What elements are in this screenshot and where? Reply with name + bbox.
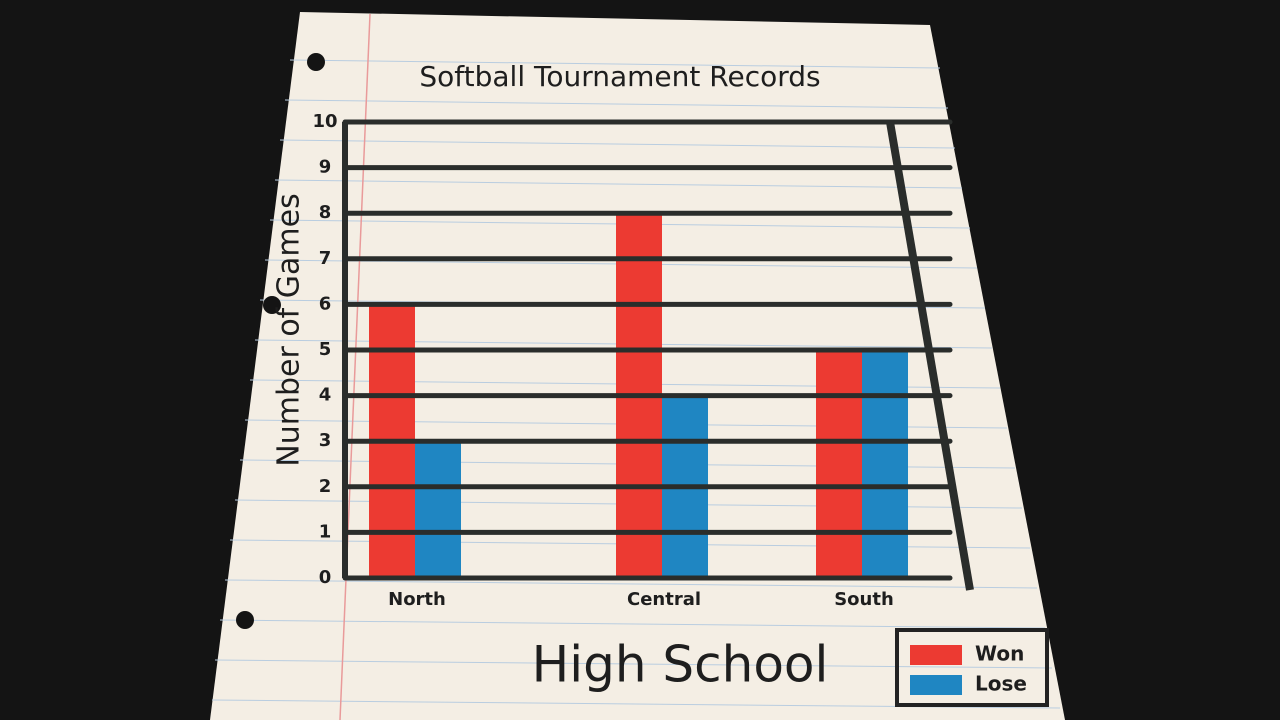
- punch-hole: [263, 296, 281, 314]
- y-tick-label: 4: [319, 385, 332, 406]
- y-tick-label: 3: [319, 430, 332, 451]
- punch-hole: [307, 53, 325, 71]
- x-axis-label: High School: [532, 636, 829, 694]
- punch-hole: [236, 611, 254, 629]
- y-tick-label: 9: [319, 157, 332, 178]
- plot: North Central South 0 1 2 3 4 5 6 7 8 9 10 Won Lose: [312, 111, 1026, 696]
- legend-label: Lose: [975, 672, 1027, 696]
- legend-swatch: [910, 645, 962, 665]
- legend-box: [895, 628, 1049, 707]
- chart-title: Softball Tournament Records: [419, 60, 820, 93]
- y-tick-label: 7: [319, 248, 332, 269]
- y-tick-label: 6: [319, 293, 332, 314]
- y-tick-label: 5: [319, 339, 332, 360]
- y-tick-label: 10: [312, 111, 337, 132]
- margin-line: [339, 13, 371, 720]
- y-tick-label: 0: [319, 567, 332, 588]
- right-border: [886, 121, 974, 591]
- x-tick-label: Central: [627, 589, 701, 610]
- bar: [415, 441, 461, 578]
- y-tick-label: 2: [319, 476, 332, 497]
- legend-label: Won: [975, 642, 1024, 666]
- y-tick-label: 8: [319, 202, 332, 223]
- x-tick-label: South: [834, 589, 894, 610]
- legend-swatch: [910, 675, 962, 695]
- x-tick-label: North: [388, 589, 446, 610]
- bar: [862, 350, 908, 578]
- y-tick-label: 1: [319, 521, 332, 542]
- bar: [816, 350, 862, 578]
- y-axis-label: Number of Games: [272, 193, 307, 466]
